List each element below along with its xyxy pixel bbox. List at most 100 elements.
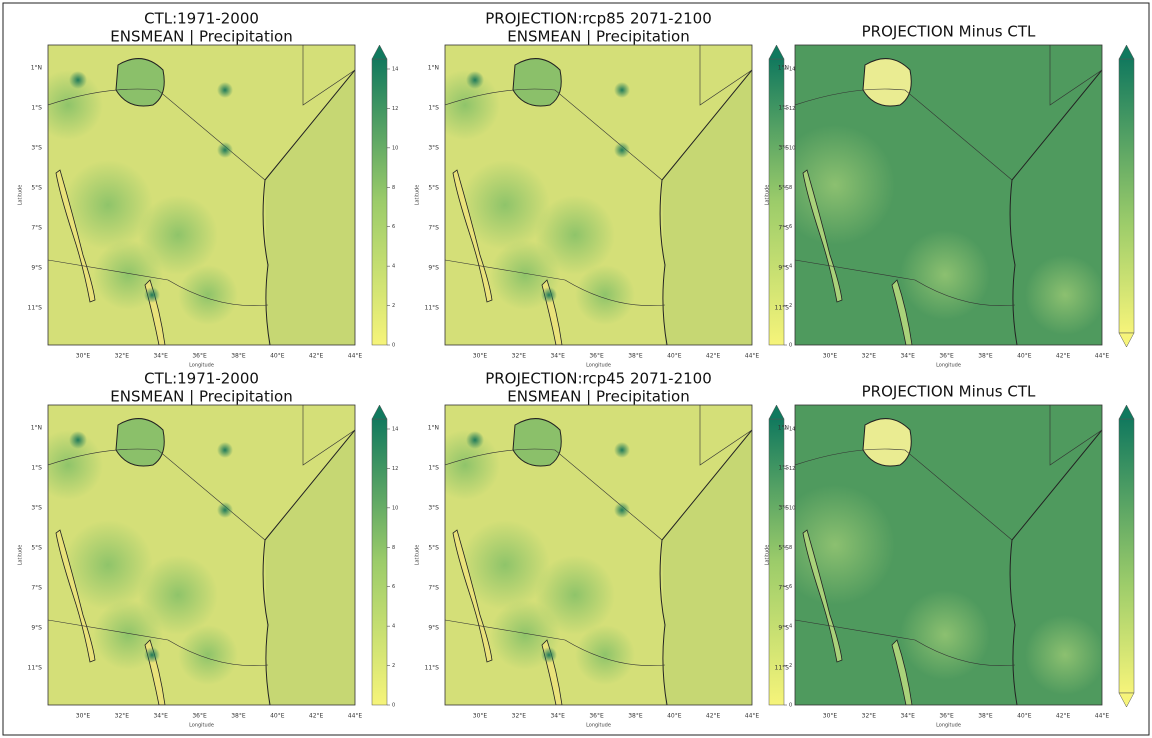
colorbar <box>372 419 387 705</box>
colorbar <box>372 59 387 345</box>
colorbar-tick-label: 2 <box>392 663 395 669</box>
panel-title: ENSMEAN | Precipitation <box>507 388 689 406</box>
lat-label: 1°S <box>31 105 42 112</box>
panel-title: PROJECTION Minus CTL <box>862 383 1036 401</box>
colorbar-arrow <box>769 45 784 59</box>
lon-label: 30°E <box>76 713 91 720</box>
lon-label: 34°E <box>153 713 168 720</box>
lon-label: 34°E <box>900 353 915 360</box>
lon-label: 40°E <box>1017 713 1032 720</box>
x-axis-label: Longitude <box>586 363 611 369</box>
x-axis-label: Longitude <box>936 363 961 369</box>
colorbar-tick-label: 12 <box>392 466 398 472</box>
colorbar-tick-label: 2 <box>392 303 395 309</box>
y-axis-label: Latitude <box>415 545 421 566</box>
lat-label: 7°S <box>31 585 42 592</box>
map-panel: PROJECTION:rcp45 2071-2100ENSMEAN | Prec… <box>415 370 796 729</box>
colorbar-tick-label: 8 <box>789 185 792 191</box>
colorbar <box>769 59 784 345</box>
lat-label: 7°S <box>31 225 42 232</box>
colorbar-tick-label: 6 <box>789 584 792 590</box>
lon-label: 32°E <box>115 713 130 720</box>
lon-label: 36°E <box>192 353 207 360</box>
lat-label: 1°N <box>778 65 789 72</box>
lon-label: 42°E <box>309 713 324 720</box>
map-image <box>430 45 752 345</box>
lon-label: 38°E <box>978 713 993 720</box>
lat-label: 3°S <box>31 145 42 152</box>
map-panel: PROJECTION Minus CTL1°N1°S3°S5°S7°S9°S11… <box>765 23 1135 369</box>
colorbar-tick-label: 10 <box>789 505 795 511</box>
colorbar-tick-label: 4 <box>392 624 395 630</box>
colorbar-tick-label: 0 <box>392 343 395 349</box>
lon-label: 44°E <box>745 713 760 720</box>
lon-label: 34°E <box>550 353 565 360</box>
colorbar-tick-label: 0 <box>789 703 792 709</box>
colorbar-tick-label: 12 <box>789 466 795 472</box>
lon-label: 38°E <box>231 713 246 720</box>
colorbar-tick-label: 8 <box>789 545 792 551</box>
colorbar-tick-label: 0 <box>392 703 395 709</box>
lat-label: 3°S <box>778 505 789 512</box>
y-axis-label: Latitude <box>18 185 24 206</box>
lat-label: 7°S <box>778 585 789 592</box>
lon-label: 32°E <box>512 713 527 720</box>
lat-label: 1°N <box>428 425 439 432</box>
lon-label: 30°E <box>473 353 488 360</box>
colorbar-tick-label: 10 <box>392 145 398 151</box>
panel-title: PROJECTION:rcp45 2071-2100 <box>485 370 712 388</box>
colorbar-arrow <box>1119 333 1134 347</box>
lat-label: 5°S <box>778 185 789 192</box>
lat-label: 1°S <box>428 105 439 112</box>
y-axis-label: Latitude <box>18 545 24 566</box>
colorbar-tick-label: 14 <box>789 427 795 433</box>
colorbar-tick-label: 4 <box>789 624 792 630</box>
lat-label: 7°S <box>428 225 439 232</box>
y-axis-label: Latitude <box>765 185 771 206</box>
lon-label: 42°E <box>1056 353 1071 360</box>
lon-label: 40°E <box>667 353 682 360</box>
lon-label: 40°E <box>1017 353 1032 360</box>
panel-title: ENSMEAN | Precipitation <box>110 388 292 406</box>
lon-label: 30°E <box>76 353 91 360</box>
lon-label: 30°E <box>823 353 838 360</box>
colorbar-tick-label: 12 <box>392 106 398 112</box>
lon-label: 38°E <box>231 353 246 360</box>
lat-label: 5°S <box>428 185 439 192</box>
figure: CTL:1971-2000ENSMEAN | Precipitation1°N1… <box>0 0 1152 738</box>
lon-label: 32°E <box>512 353 527 360</box>
lon-label: 42°E <box>1056 713 1071 720</box>
lon-label: 30°E <box>823 713 838 720</box>
lon-label: 34°E <box>550 713 565 720</box>
lat-label: 3°S <box>778 145 789 152</box>
x-axis-label: Longitude <box>586 723 611 729</box>
colorbar-tick-label: 10 <box>789 145 795 151</box>
colorbar-tick-label: 14 <box>392 67 398 73</box>
lat-label: 1°N <box>31 425 42 432</box>
colorbar-tick-label: 6 <box>789 224 792 230</box>
map-panel: PROJECTION Minus CTL1°N1°S3°S5°S7°S9°S11… <box>765 383 1135 729</box>
colorbar <box>769 419 784 705</box>
colorbar-arrow <box>1119 693 1134 707</box>
colorbar-tick-label: 14 <box>392 427 398 433</box>
colorbar-tick-label: 0 <box>789 343 792 349</box>
lon-label: 36°E <box>589 353 604 360</box>
lon-label: 32°E <box>862 353 877 360</box>
lat-label: 1°N <box>31 65 42 72</box>
map-image <box>33 45 355 345</box>
lon-label: 32°E <box>862 713 877 720</box>
x-axis-label: Longitude <box>189 723 214 729</box>
lon-label: 40°E <box>270 713 285 720</box>
lat-label: 1°S <box>778 105 789 112</box>
colorbar-tick-label: 8 <box>392 185 395 191</box>
lat-label: 3°S <box>428 505 439 512</box>
map-image <box>775 405 1105 705</box>
colorbar-arrow <box>1119 45 1134 59</box>
colorbar-tick-label: 4 <box>789 264 792 270</box>
map-panel: CTL:1971-2000ENSMEAN | Precipitation1°N1… <box>18 10 399 369</box>
lat-label: 11°S <box>775 305 790 312</box>
colorbar <box>1119 419 1134 693</box>
lat-label: 1°S <box>31 465 42 472</box>
lon-label: 32°E <box>115 353 130 360</box>
lon-label: 42°E <box>706 353 721 360</box>
